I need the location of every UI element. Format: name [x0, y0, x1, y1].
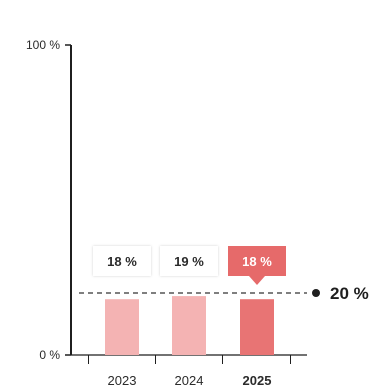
y-tick-label: 0 % — [39, 348, 60, 362]
value-callout-2024: 19 % — [160, 246, 218, 276]
value-callouts: 18 % 19 % 18 % — [93, 246, 286, 285]
target-marker — [312, 289, 320, 297]
x-tick-label-2025: 2025 — [243, 373, 272, 388]
value-label: 19 % — [174, 254, 204, 269]
value-label: 18 % — [107, 254, 137, 269]
y-tick-label: 100 % — [26, 38, 60, 52]
value-label: 18 % — [242, 254, 272, 269]
bar-2024 — [172, 296, 206, 355]
value-callout-2025: 18 % — [228, 246, 286, 285]
callout-box — [228, 246, 286, 276]
callout-box — [93, 246, 151, 276]
category-labels: 2023 2024 2025 — [108, 373, 272, 388]
bars — [105, 296, 274, 355]
callout-pointer — [249, 276, 265, 285]
bar-2025 — [240, 299, 274, 355]
bar-2023 — [105, 299, 139, 355]
target-line-group: 20 % — [79, 284, 369, 303]
callout-box — [160, 246, 218, 276]
value-callout-2023: 18 % — [93, 246, 151, 276]
x-tick-label-2023: 2023 — [108, 373, 137, 388]
x-tick-label-2024: 2024 — [175, 373, 204, 388]
target-label: 20 % — [330, 284, 369, 303]
